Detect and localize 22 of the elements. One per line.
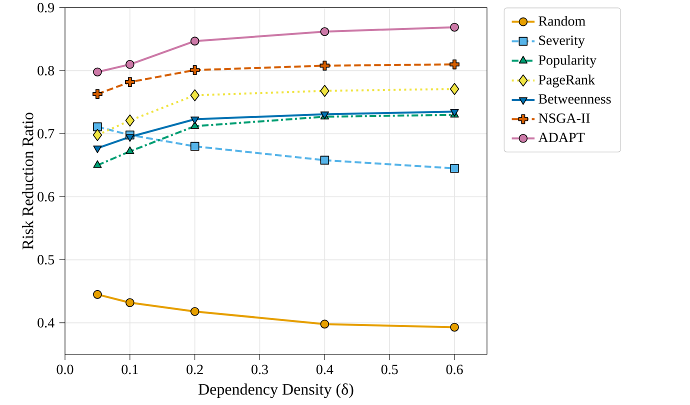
y-axis-title: Risk Reduction Ratio [22, 112, 34, 250]
y-tick-label: 0.4 [38, 318, 54, 328]
legend-label: Severity [539, 36, 585, 48]
y-tick-label: 0.6 [38, 192, 54, 202]
legend-label: NSGA-II [538, 114, 590, 123]
x-tick-label: 0.6 [446, 364, 463, 374]
y-tick-label: 0.8 [38, 66, 54, 76]
x-tick-label: 0.0 [56, 364, 74, 374]
legend-label: ADAPT [538, 132, 585, 142]
x-tick-label: 0.2 [186, 364, 203, 374]
x-tick-label: 0.5 [381, 364, 398, 374]
y-tick-label: 0.9 [38, 2, 54, 12]
x-axis-title: Dependency Density (δ) [198, 383, 354, 398]
x-tick-label: 0.3 [252, 364, 268, 374]
legend-label: PageRank [538, 74, 595, 88]
x-tick-label: 0.1 [122, 364, 138, 374]
y-tick-label: 0.7 [38, 128, 54, 138]
legend-label: Random [538, 16, 586, 26]
legend-label: Popularity [538, 54, 597, 68]
x-tick-label: 0.4 [316, 364, 334, 374]
y-tick-label: 0.5 [38, 255, 54, 265]
legend-label: Betweenness [538, 94, 611, 104]
